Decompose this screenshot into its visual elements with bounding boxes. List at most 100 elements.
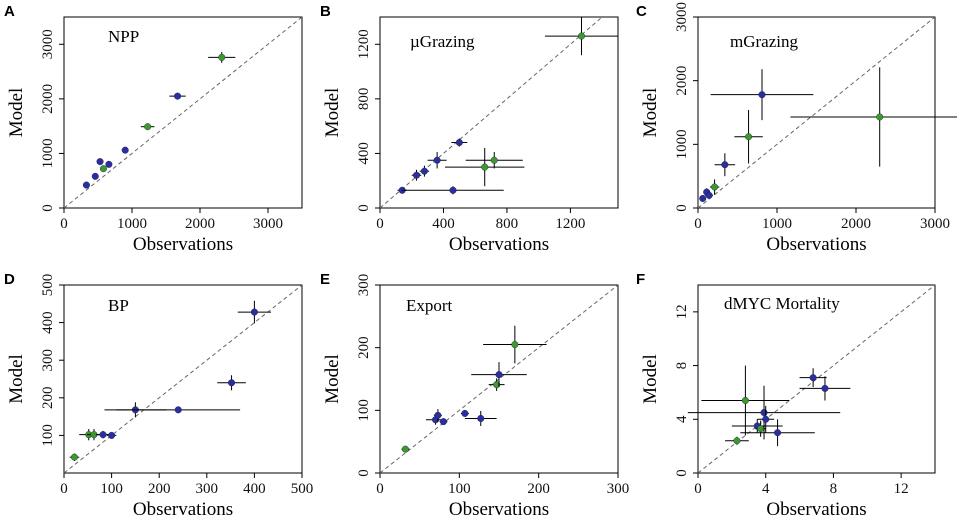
y-axis-label: Model <box>322 88 343 138</box>
x-tick-label: 0 <box>376 216 384 232</box>
data-point <box>725 436 749 445</box>
data-point <box>757 405 775 433</box>
x-axis-label: Observations <box>766 234 866 255</box>
point-marker <box>174 406 182 414</box>
point-marker <box>741 396 749 404</box>
y-tick-label: 1000 <box>674 129 690 159</box>
point-marker <box>758 91 766 99</box>
point-marker <box>82 181 90 189</box>
y-tick-label: 100 <box>356 399 372 422</box>
y-tick-label: 2000 <box>674 66 690 96</box>
data-point <box>99 165 107 173</box>
x-tick-label: 200 <box>148 481 171 497</box>
panel-e: E 0 100 200 300 0 100 200 300 Observations Model Ex… <box>320 271 629 520</box>
point-marker <box>733 437 741 445</box>
data-point <box>105 160 113 168</box>
point-marker <box>99 431 107 439</box>
x-tick-label: 200 <box>527 481 550 497</box>
point-marker <box>809 374 817 382</box>
panel-title: mGrazing <box>730 32 798 51</box>
x-tick-label: 0 <box>694 216 702 232</box>
plot-frame <box>697 284 936 474</box>
panel-title: Export <box>406 296 453 315</box>
data-point <box>91 172 99 180</box>
data-point <box>419 165 430 177</box>
x-tick-label: 300 <box>607 481 630 497</box>
y-tick-label: 2000 <box>40 84 56 114</box>
data-point <box>116 406 241 414</box>
point-marker <box>477 414 485 422</box>
data-point <box>402 186 504 195</box>
panel-c: C 0 1000 2000 3000 0 1000 2000 3000 Observations M… <box>636 2 957 255</box>
panel-letter: A <box>4 3 15 20</box>
panel-letter: F <box>636 271 645 288</box>
panel-d: D 0 100 200 300 400 500 100 200 300 400 500 Observat… <box>4 271 313 520</box>
one-to-one-line <box>63 284 303 474</box>
data-point <box>488 378 505 391</box>
one-to-one-line <box>697 16 936 209</box>
data-point <box>208 51 236 63</box>
y-tick-label: 0 <box>356 469 372 477</box>
x-axis-label: Observations <box>449 499 549 520</box>
y-tick-label: 300 <box>40 349 56 372</box>
point-marker <box>99 165 107 173</box>
point-marker <box>821 384 829 392</box>
y-tick-label: 800 <box>356 88 372 111</box>
data-point <box>709 179 720 195</box>
y-tick-label: 3000 <box>674 2 690 32</box>
x-tick-label: 500 <box>291 481 314 497</box>
point-marker <box>433 156 441 164</box>
point-marker <box>218 53 226 61</box>
point-marker <box>70 453 78 461</box>
point-marker <box>434 411 442 419</box>
x-tick-label: 12 <box>894 481 909 497</box>
point-marker <box>174 92 182 100</box>
data-point <box>106 431 117 439</box>
point-marker <box>745 133 753 141</box>
x-tick-label: 3000 <box>253 216 283 232</box>
data-point <box>427 152 447 169</box>
data-point <box>439 418 448 426</box>
data-point <box>734 109 763 164</box>
data-point <box>445 147 525 187</box>
y-tick-label: 12 <box>674 304 690 319</box>
x-tick-label: 2000 <box>841 216 871 232</box>
x-tick-label: 400 <box>243 481 266 497</box>
point-marker <box>420 167 428 175</box>
data-point <box>790 67 957 167</box>
one-to-one-line <box>697 284 936 474</box>
y-tick-label: 500 <box>40 274 56 297</box>
x-axis-label: Observations <box>133 499 233 520</box>
data-point <box>799 376 851 401</box>
x-tick-label: 0 <box>60 216 68 232</box>
panel-letter: B <box>320 3 331 20</box>
panel-letter: E <box>320 271 330 288</box>
x-tick-label: 3000 <box>920 216 950 232</box>
y-tick-label: 400 <box>40 311 56 334</box>
panel-a: A 0 1000 2000 3000 0 1000 2000 3000 Observations M… <box>4 3 303 255</box>
point-marker <box>144 123 152 131</box>
point-marker <box>490 156 498 164</box>
data-point <box>96 158 104 166</box>
point-marker <box>495 371 503 379</box>
x-axis-label: Observations <box>766 499 866 520</box>
point-marker <box>511 341 519 349</box>
y-tick-label: 200 <box>356 336 372 359</box>
point-marker <box>455 139 463 147</box>
y-tick-label: 1200 <box>356 29 372 59</box>
panel-title: µGrazing <box>410 32 475 51</box>
y-tick-label: 0 <box>356 204 372 212</box>
y-tick-label: 300 <box>356 274 372 297</box>
x-tick-label: 4 <box>762 481 770 497</box>
point-marker <box>461 409 469 417</box>
data-point <box>411 169 422 181</box>
x-tick-label: 2000 <box>185 216 215 232</box>
point-marker <box>250 308 258 316</box>
y-tick-label: 0 <box>674 469 690 477</box>
y-tick-label: 8 <box>674 362 690 370</box>
point-marker <box>757 425 765 433</box>
y-axis-label: Model <box>640 88 661 138</box>
data-point <box>69 453 80 461</box>
point-marker <box>228 379 236 387</box>
